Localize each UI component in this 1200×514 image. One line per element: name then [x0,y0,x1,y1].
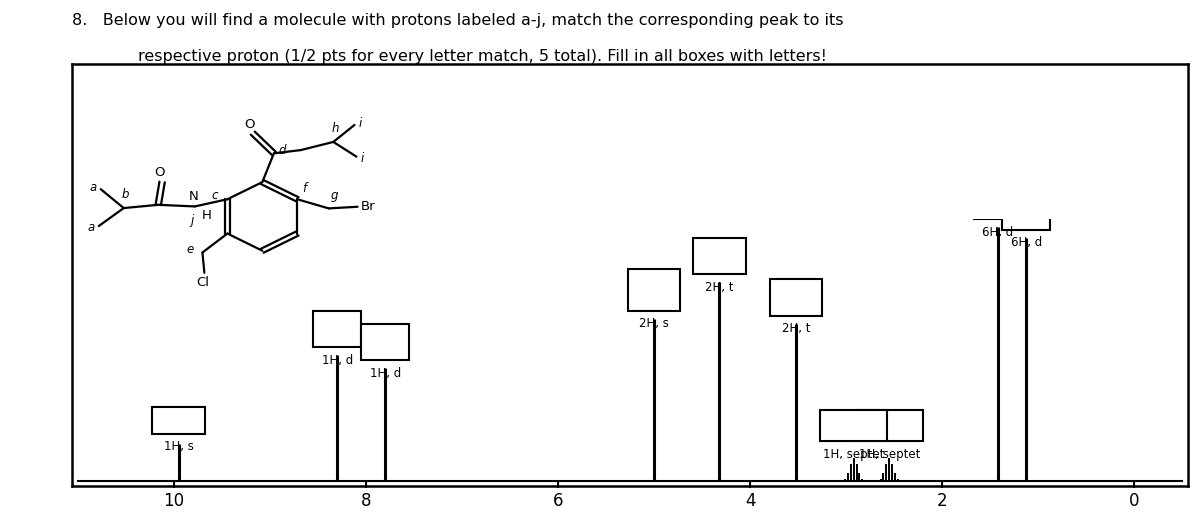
Bar [361,324,409,360]
Text: 1H, s: 1H, s [164,440,193,453]
Text: 2H, t: 2H, t [706,281,733,293]
Text: b: b [122,188,130,201]
Text: d: d [278,143,286,157]
Bar [628,269,680,311]
Text: h: h [331,122,340,135]
Text: H: H [202,209,211,222]
Bar [313,311,361,347]
Bar [152,408,205,433]
Text: N: N [190,190,199,203]
Text: O: O [154,167,164,179]
Text: 2H, s: 2H, s [640,317,668,331]
Text: e: e [187,244,194,256]
Text: 1H, d: 1H, d [322,354,353,367]
Text: c: c [211,189,218,202]
Bar [820,410,887,442]
Text: 8.   Below you will find a molecule with protons labeled a-j, match the correspo: 8. Below you will find a molecule with p… [72,13,844,28]
Bar [973,186,1021,219]
Text: 6H, d: 6H, d [982,226,1013,239]
Text: 6H, d: 6H, d [1010,236,1042,249]
Text: f: f [302,182,306,195]
Text: O: O [245,118,254,132]
Text: i: i [359,117,361,130]
Text: 1H, d: 1H, d [370,367,401,380]
Bar [1002,196,1050,230]
Text: a: a [88,221,95,234]
Text: g: g [331,189,338,202]
Text: Br: Br [360,200,376,213]
Text: a: a [90,181,97,194]
Text: 1H, septet: 1H, septet [858,448,920,461]
Text: Cl: Cl [196,276,209,289]
Text: respective proton (1/2 pts for every letter match, 5 total). Fill in all boxes w: respective proton (1/2 pts for every let… [138,49,827,64]
Bar [856,410,923,442]
Text: 1H, septet: 1H, septet [823,448,884,461]
Text: 2H, t: 2H, t [782,322,810,336]
Bar [769,280,822,316]
Bar [692,237,745,274]
Text: j: j [190,214,193,227]
Text: i: i [360,152,364,165]
